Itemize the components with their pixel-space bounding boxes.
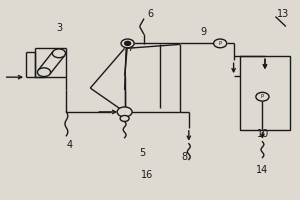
Circle shape — [124, 41, 130, 45]
Text: 16: 16 — [141, 170, 153, 180]
Circle shape — [120, 115, 129, 121]
Text: P: P — [218, 41, 222, 46]
Circle shape — [256, 92, 269, 101]
Circle shape — [52, 49, 65, 58]
Text: 6: 6 — [147, 9, 153, 19]
Text: 10: 10 — [257, 129, 270, 139]
Text: 9: 9 — [201, 27, 207, 37]
Circle shape — [117, 107, 132, 117]
Text: 7: 7 — [128, 43, 134, 53]
Bar — [240, 56, 290, 130]
Text: 3: 3 — [56, 23, 62, 33]
Text: P: P — [261, 94, 264, 99]
Text: 4: 4 — [66, 140, 72, 150]
Text: 5: 5 — [140, 148, 146, 158]
Text: 8: 8 — [181, 152, 188, 162]
Circle shape — [214, 39, 227, 48]
Text: 13: 13 — [277, 9, 289, 19]
Text: 14: 14 — [256, 165, 268, 175]
Circle shape — [38, 68, 51, 77]
Circle shape — [121, 39, 134, 48]
